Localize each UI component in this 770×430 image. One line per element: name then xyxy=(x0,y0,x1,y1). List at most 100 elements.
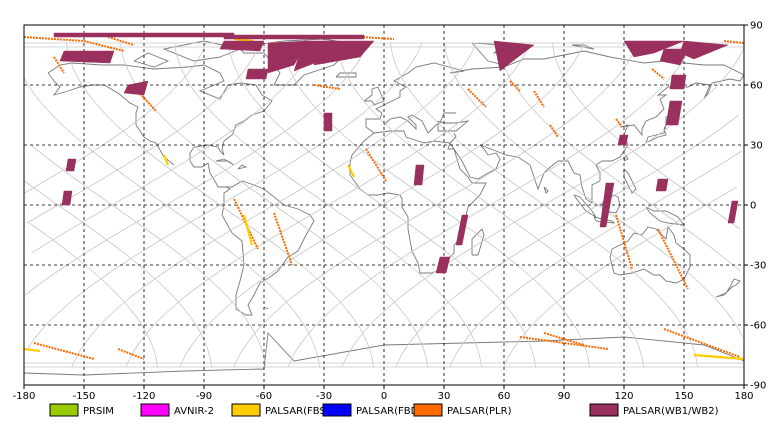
legend-item: AVNIR-2 xyxy=(140,403,214,417)
wb-swath xyxy=(655,178,669,192)
plr-swath xyxy=(313,84,341,90)
legend-swatch xyxy=(49,403,79,417)
plr-swath xyxy=(53,56,65,74)
orbit-track xyxy=(29,222,158,368)
plr-swath xyxy=(533,90,545,108)
plr-swath xyxy=(33,342,95,360)
legend-item: PALSAR(PLR) xyxy=(413,403,512,417)
coastline xyxy=(263,306,269,310)
wb-swath xyxy=(267,40,309,74)
x-tick-label: 120 xyxy=(614,391,633,402)
coastline xyxy=(543,186,549,194)
x-tick-label: -60 xyxy=(256,391,272,402)
plr-swath xyxy=(657,228,689,290)
wb-swath xyxy=(493,40,535,72)
coastline xyxy=(47,72,175,166)
orbit-track xyxy=(395,114,740,368)
orbit-track xyxy=(174,42,482,368)
orbit-track xyxy=(66,42,374,368)
wb-swath xyxy=(53,32,235,38)
fbs-swath xyxy=(233,37,255,43)
plr-swath xyxy=(663,328,741,358)
orbit-track xyxy=(23,180,212,368)
orbit-track xyxy=(552,42,741,230)
wb-swath xyxy=(665,100,683,126)
orbit-track xyxy=(498,42,741,272)
plr-swath xyxy=(651,68,665,80)
axis-ticks: -180 -150 -120 -90 -60 -30 0 30 60 90 120 150 180 90 6… xyxy=(13,21,767,403)
legend: PRSIM AVNIR-2 PALSAR(FBS) PALSAR(FBD) PALSAR… xyxy=(49,403,719,417)
wb-swath xyxy=(59,50,115,64)
legend-item: PALSAR(FBD) xyxy=(322,403,422,417)
y-tick-label: 90 xyxy=(750,21,763,32)
coastline xyxy=(363,86,385,106)
x-tick-label: 30 xyxy=(438,391,451,402)
plr-swath xyxy=(359,36,395,40)
wb-swath xyxy=(659,48,689,66)
wb-swath xyxy=(435,256,451,274)
legend-swatch xyxy=(322,403,352,417)
orbit-track xyxy=(24,78,320,368)
wb-swath xyxy=(245,68,269,80)
x-tick-label: -90 xyxy=(196,391,212,402)
orbit-track xyxy=(26,42,423,350)
coastline xyxy=(447,74,745,204)
wb-swath xyxy=(727,200,739,224)
wb-swath xyxy=(669,74,687,90)
legend-label: PALSAR(WB1/WB2) xyxy=(623,406,719,417)
orbit-track xyxy=(444,42,743,338)
fbs-swath xyxy=(242,214,254,246)
plr-swath xyxy=(107,36,135,46)
coastline xyxy=(715,278,741,298)
legend-item: PALSAR(WB1/WB2) xyxy=(589,403,719,417)
orbit-track xyxy=(228,42,536,368)
plr-swath xyxy=(543,332,585,346)
plr-swath xyxy=(723,40,745,44)
fbs-swath xyxy=(162,154,170,166)
acquisition-swaths xyxy=(23,32,745,361)
orbit-track xyxy=(341,48,744,368)
coastline xyxy=(23,331,745,376)
coastline xyxy=(215,158,235,166)
fbs-swath xyxy=(347,164,355,178)
coastline xyxy=(365,50,745,134)
x-tick-label: -120 xyxy=(133,391,156,402)
orbit-track xyxy=(336,42,644,368)
y-tick-label: 0 xyxy=(750,201,756,212)
x-tick-label: 90 xyxy=(558,391,571,402)
wb-swath xyxy=(623,40,685,58)
x-tick-label: -150 xyxy=(73,391,96,402)
x-tick-label: -180 xyxy=(13,391,36,402)
plr-swath xyxy=(23,36,125,52)
fbs-swath xyxy=(693,353,745,361)
coastline xyxy=(623,168,637,194)
x-tick-label: 180 xyxy=(734,391,753,402)
legend-item: PRSIM xyxy=(49,403,114,417)
plr-swath xyxy=(365,148,387,182)
plr-swath xyxy=(615,118,623,128)
wb-swath xyxy=(223,34,365,40)
wb-swath xyxy=(313,40,375,66)
y-tick-label: 30 xyxy=(750,141,763,152)
legend-item: PALSAR(FBS) xyxy=(231,403,330,417)
wb-swath xyxy=(219,40,265,52)
y-tick-label: -30 xyxy=(750,261,766,272)
orbit-track xyxy=(449,150,743,368)
y-tick-label: -60 xyxy=(750,321,766,332)
plr-swath xyxy=(615,214,633,270)
legend-label: AVNIR-2 xyxy=(174,406,214,417)
orbit-track xyxy=(390,42,698,368)
orbit-track xyxy=(31,42,315,254)
legend-label: PRSIM xyxy=(83,406,114,417)
plr-swath xyxy=(467,88,487,108)
plr-swath xyxy=(549,124,559,138)
coastline xyxy=(471,228,485,256)
orbit-track xyxy=(26,42,261,224)
fbs-swath xyxy=(23,347,41,353)
wb-swath xyxy=(599,182,615,228)
legend-swatch xyxy=(140,403,170,417)
orbit-track xyxy=(120,42,428,368)
orbit-track xyxy=(30,144,266,368)
